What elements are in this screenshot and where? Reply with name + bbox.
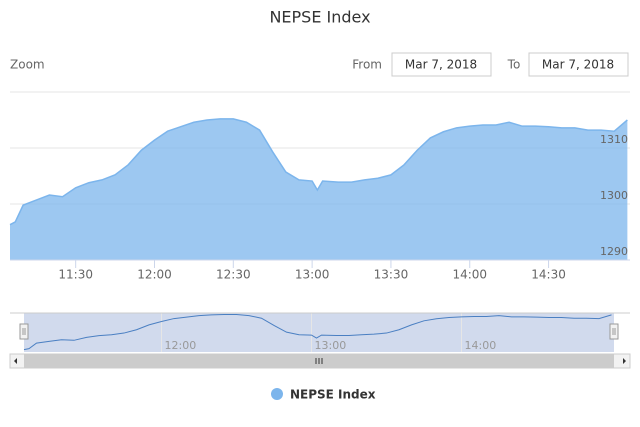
x-tick-label: 12:30	[216, 268, 251, 282]
legend-label[interactable]: NEPSE Index	[290, 388, 376, 402]
x-tick-label: 13:00	[295, 268, 330, 282]
to-date[interactable]: Mar 7, 2018	[542, 58, 614, 72]
y-tick-label: 1300	[600, 189, 628, 202]
navigator-handle[interactable]	[609, 323, 619, 340]
legend-symbol[interactable]	[271, 388, 283, 400]
zoom-label: Zoom	[10, 58, 45, 72]
from-date[interactable]: Mar 7, 2018	[405, 58, 477, 72]
chart-title: NEPSE Index	[269, 8, 370, 27]
x-tick-label: 11:30	[58, 268, 93, 282]
scrollbar-grip	[315, 358, 323, 364]
navigator-tick-label: 12:00	[165, 339, 197, 352]
handle-grip	[22, 328, 26, 335]
x-tick-label: 12:00	[137, 268, 172, 282]
to-input[interactable]	[528, 52, 629, 77]
navigator-bg	[24, 313, 614, 352]
navigator-tick-label: 14:00	[465, 339, 497, 352]
x-tick-label: 14:00	[452, 268, 487, 282]
to-label: To	[507, 58, 521, 72]
from-input[interactable]	[391, 52, 492, 77]
area-line	[9, 118, 628, 226]
handle-grip	[612, 328, 616, 335]
navigator-handle[interactable]	[19, 323, 29, 340]
navigator-line	[23, 313, 612, 351]
from-label: From	[352, 58, 382, 72]
y-tick-label: 1290	[600, 245, 628, 258]
x-tick-label: 14:30	[531, 268, 566, 282]
y-tick-label: 1310	[600, 133, 628, 146]
x-tick-label: 13:30	[374, 268, 409, 282]
navigator-tick-label: 13:00	[315, 339, 347, 352]
area-fill	[10, 118, 628, 260]
